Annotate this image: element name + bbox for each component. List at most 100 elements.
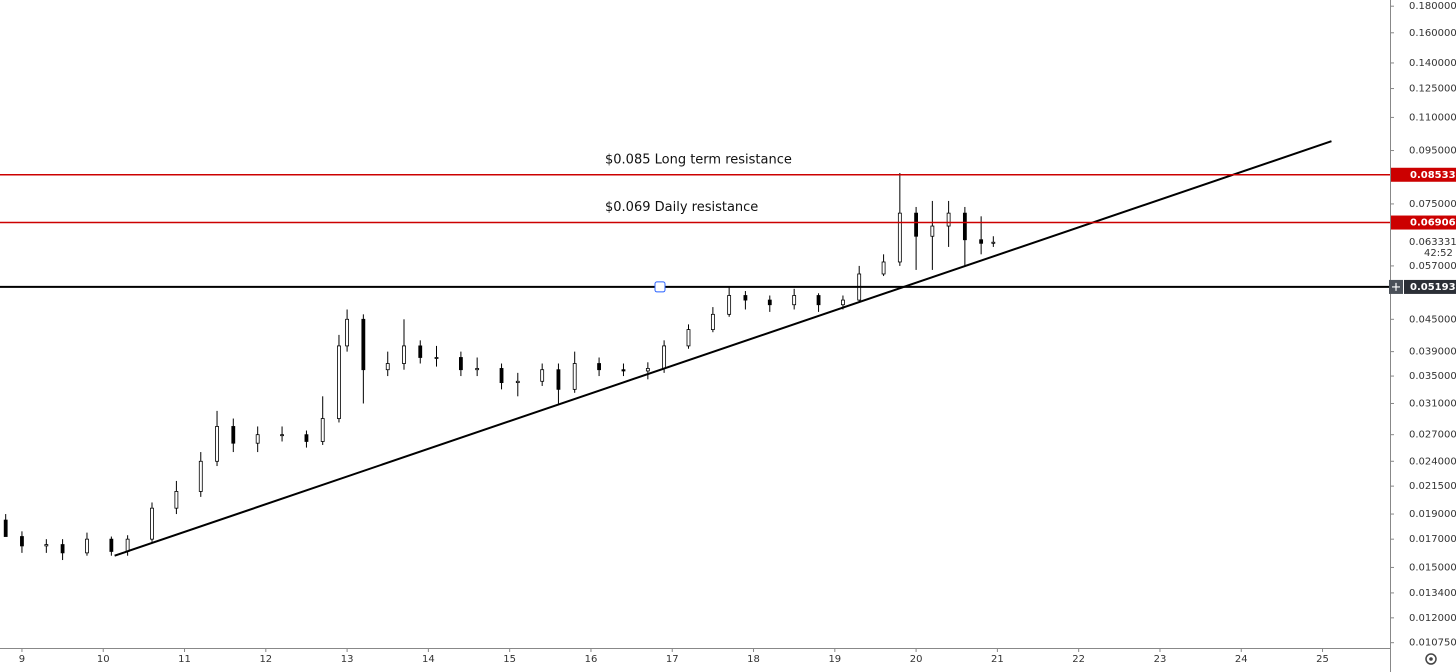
x-tick-label: 25 [1316,654,1329,665]
candle-body [402,345,406,364]
level-price-box [1404,279,1456,294]
candle-body [962,212,967,241]
level-annotation: $0.069 Daily resistance [605,200,758,215]
candle-body [475,368,480,371]
candle-body [572,363,577,390]
y-tick-label: 0.039000 [1409,347,1456,358]
candles [3,173,996,561]
candle-body [150,507,154,540]
candle-body [499,368,504,384]
candle-body [44,544,49,547]
y-tick-label: 0.013400 [1409,588,1456,599]
candle-body [946,212,951,227]
candle-body [662,345,667,369]
y-tick-label: 0.027000 [1409,430,1456,441]
candle-body [743,295,748,301]
crosshair-add-icon [1392,282,1400,291]
y-tick-label: 0.015000 [1409,562,1456,573]
candle-body [231,426,236,444]
y-tick-label: 0.012000 [1409,613,1456,624]
candle-body [540,369,545,382]
x-tick-label: 9 [19,654,25,665]
level-price-box [1391,215,1456,230]
x-tick-label: 19 [828,654,841,665]
y-tick-label: 0.017000 [1409,534,1456,545]
candle-body [125,538,130,552]
x-tick-label: 13 [341,654,354,665]
level-handle [654,281,666,293]
candle-body [458,357,463,371]
y-tick-label: 0.160000 [1409,28,1456,39]
x-tick-label: 17 [666,654,679,665]
level-price-label: 0.069069 [1410,218,1456,229]
x-tick-label: 10 [97,654,110,665]
y-tick-label: 0.125000 [1409,84,1456,95]
countdown-label: 42:52 [1424,248,1453,259]
y-tick-label: 0.019000 [1409,509,1456,520]
candle-body [345,318,349,347]
y-tick-label: 0.024000 [1409,456,1456,467]
y-tick-label: 0.180000 [1409,1,1456,12]
trendline [114,140,1332,557]
candle-body [816,295,821,306]
x-tick-label: 14 [422,654,435,665]
candle-body [979,239,984,244]
candle-body [418,345,423,358]
settings-gear[interactable] [1425,653,1437,665]
x-tick-label: 20 [910,654,923,665]
candle-body [60,544,65,554]
settings-gear-center[interactable] [1429,657,1433,661]
candle-body [20,536,24,547]
candle-body [85,538,89,554]
candle-body [930,225,935,237]
current-price-label: 0.063331 [1409,237,1456,248]
y-tick-label: 0.057000 [1409,261,1456,272]
candle-body [881,261,886,275]
y-tick-label: 0.031000 [1409,398,1456,409]
settings-icon[interactable] [1425,653,1437,665]
candle-body [991,241,996,244]
y-tick-label: 0.035000 [1409,371,1456,382]
x-tick-label: 22 [1072,654,1085,665]
y-tick-label: 0.095000 [1409,146,1456,157]
current-price-box [1391,235,1456,260]
candle-body [280,434,284,437]
candle-body [727,295,732,315]
candle-body [597,363,601,371]
x-tick-label: 11 [178,654,191,665]
candle-body [337,345,341,419]
candle-body [515,380,520,384]
candle-body [841,299,845,306]
x-tick-label: 24 [1235,654,1248,665]
candle-body [686,329,691,347]
x-tick-label: 15 [503,654,516,665]
y-tick-label: 0.140000 [1409,58,1456,69]
level-price-label: 0.051935 [1410,282,1456,293]
candle-body [914,212,918,237]
level-price-label: 0.085336 [1410,170,1456,181]
candle-body [767,299,772,306]
level-price-box [1391,167,1456,182]
candle-body [3,519,8,537]
candle-body [198,460,203,492]
y-tick-label: 0.045000 [1409,314,1456,325]
y-tick-label: 0.075000 [1409,199,1456,210]
candle-body [621,369,626,372]
y-tick-label: 0.110000 [1409,112,1456,123]
candle-body [385,363,390,371]
candle-body [174,491,179,509]
candle-body [109,538,114,552]
candle-body [255,434,260,444]
candle-body [304,434,309,442]
y-tick-label: 0.010750 [1409,638,1456,649]
candle-body [556,369,561,390]
candle-body [897,212,902,263]
x-tick-label: 23 [1154,654,1167,665]
x-tick-label: 21 [991,654,1004,665]
candle-body [320,418,325,442]
candle-body [710,313,715,330]
candle-body [361,318,366,371]
candle-body [434,357,439,359]
